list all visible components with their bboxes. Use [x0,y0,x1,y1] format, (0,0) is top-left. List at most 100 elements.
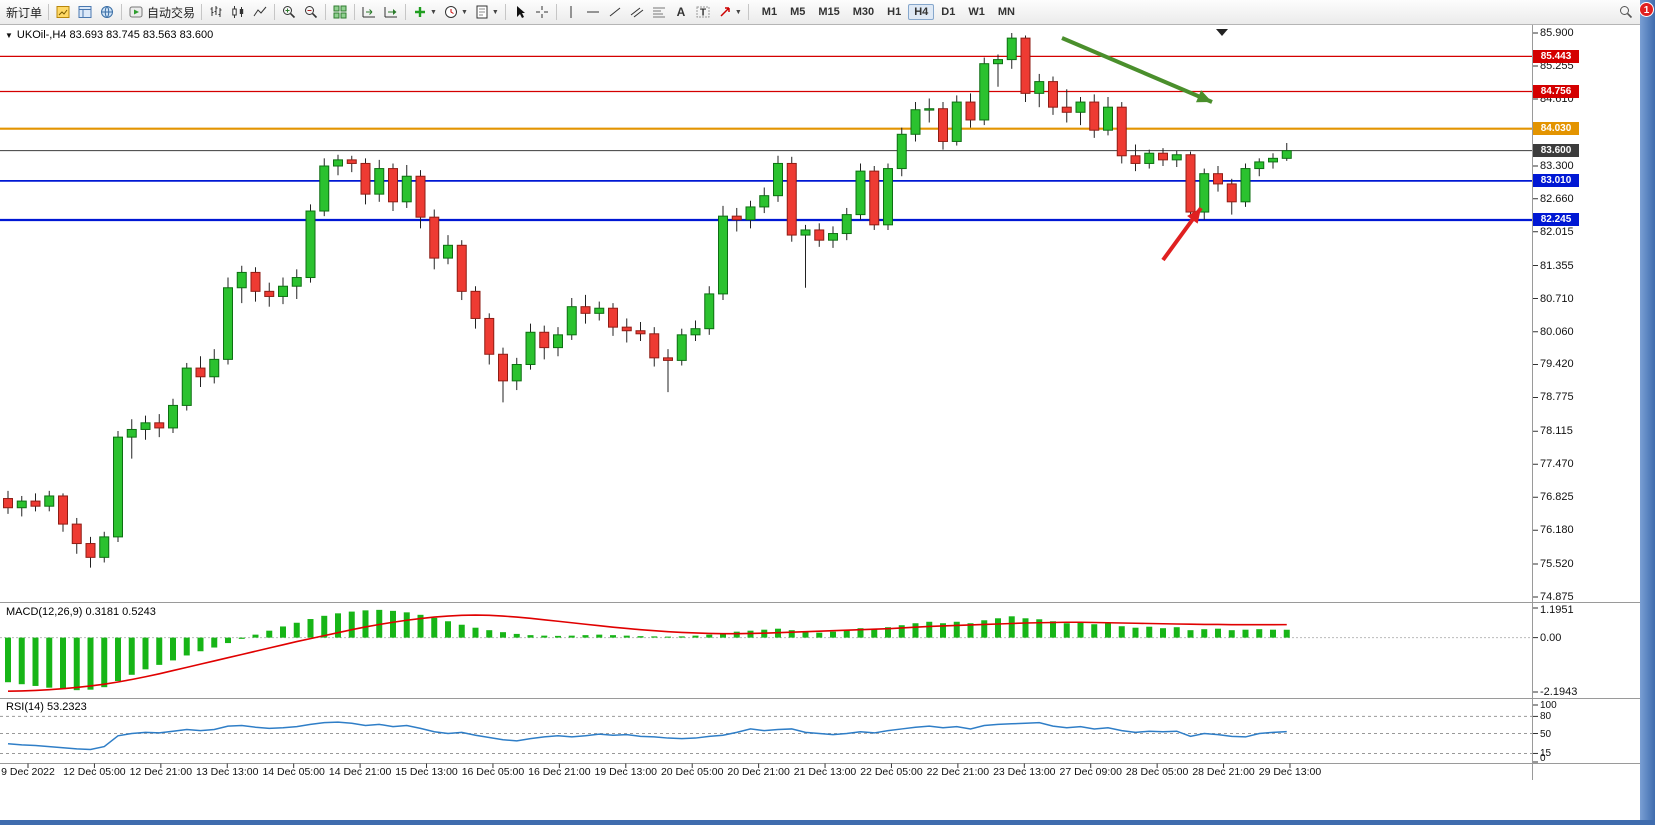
indicators-button[interactable]: ▼ [409,2,440,22]
cursor-button[interactable] [509,2,531,22]
tile-windows-button[interactable] [329,2,351,22]
vertical-line-icon [563,4,579,20]
search-icon [1618,4,1634,20]
candle [1268,157,1278,163]
text-label-button[interactable]: T [692,2,714,22]
candlestick-chart-button[interactable] [227,2,249,22]
chart-shift-icon [383,4,399,20]
candle [539,331,550,349]
candle [855,170,866,216]
toolbar-separator [504,4,506,20]
toolbar-separator [325,4,327,20]
svg-text:A: A [677,5,686,19]
candle [993,59,1003,65]
crosshair-button[interactable] [531,2,553,22]
data-window-button[interactable] [74,2,96,22]
channel-button[interactable] [626,2,648,22]
auto-trading-icon [128,4,144,20]
candle [553,334,563,349]
periods-button[interactable]: ▼ [440,2,471,22]
candle [333,159,343,167]
auto-trading-label: 自动交易 [147,5,196,20]
candle [278,285,288,297]
timeframe-button-m1[interactable]: M1 [761,6,778,18]
candle [1281,150,1292,159]
candle [1116,106,1127,157]
zoom-out-button[interactable] [300,2,322,22]
candle [676,334,687,361]
candle [1006,37,1017,61]
chevron-down-icon[interactable]: ▼ [430,8,437,16]
templates-icon [474,4,490,20]
vertical-line-button[interactable] [560,2,582,22]
fibonacci-button[interactable] [648,2,670,22]
trendline-button[interactable] [604,2,626,22]
candle [429,216,440,259]
candlestick-series [3,33,1292,568]
candle [71,523,82,545]
charts-button[interactable] [52,2,74,22]
candle [1103,106,1113,131]
candle [250,271,261,292]
text-button[interactable]: A [670,2,692,22]
cursor-icon [512,4,528,20]
timeframe-button-mn[interactable]: MN [997,6,1015,18]
bounce-arrow[interactable] [1161,206,1203,262]
navigator-icon [99,4,115,20]
candle [1254,161,1265,170]
chart-title: ▼ UKOil-,H4 83.693 83.745 83.563 83.600 [5,29,213,41]
zoom-in-button[interactable] [278,2,300,22]
auto-scroll-button[interactable] [358,2,380,22]
candle [773,162,783,197]
candle [511,363,522,382]
new-order-button[interactable]: 新订单 [3,2,45,22]
chart-shift-button[interactable] [380,2,402,22]
chart-shift-marker[interactable] [1216,29,1228,36]
candle [1020,37,1031,94]
timeframe-button-m15[interactable]: M15 [818,6,840,18]
timeframe-button-m30[interactable]: M30 [852,6,875,18]
templates-button[interactable]: ▼ [471,2,502,22]
timeframe-button-w1[interactable]: W1 [968,6,985,18]
timeframe-button-h1[interactable]: H1 [887,6,902,18]
candle [663,357,673,361]
notification-badge[interactable]: 1 [1639,2,1654,17]
candle [16,500,27,509]
horizontal-line-icon [585,4,601,20]
candle [291,277,302,287]
one-click-trading-toggle[interactable]: ▼ [5,30,13,40]
macd-indicator-label: MACD(12,26,9) 0.3181 0.5243 [6,606,156,618]
charts-grid-icon [55,4,71,20]
candle [209,358,220,378]
auto-trading-button[interactable]: 自动交易 [125,2,198,22]
candle [704,293,715,330]
window-right-border[interactable] [1640,0,1655,825]
candle [910,109,921,135]
macd-histogram [5,609,1290,691]
horizontal-line-button[interactable] [582,2,604,22]
candle [264,290,275,297]
bar-chart-button[interactable] [205,2,227,22]
downtrend-arrow[interactable] [1061,36,1213,104]
toolbar-separator [201,4,203,20]
candle [470,290,481,319]
line-chart-button[interactable] [249,2,271,22]
chevron-down-icon[interactable]: ▼ [491,8,499,16]
chevron-down-icon[interactable]: ▼ [734,8,742,16]
candle [841,214,852,235]
candle [965,101,976,121]
timeframe-button-d1[interactable]: D1 [941,6,956,18]
periods-icon [443,4,459,20]
data-window-icon [77,4,93,20]
candle [608,307,618,328]
arrows-button[interactable]: ▼ [714,2,745,22]
toolbar-separator [747,4,749,20]
navigator-button[interactable] [96,2,118,22]
search-button[interactable] [1615,2,1637,22]
symbol-ohlc-text: UKOil-,H4 83.693 83.745 83.563 83.600 [16,29,214,41]
timeframe-button-m5[interactable]: M5 [790,6,806,18]
timeframe-button-h4[interactable]: H4 [908,4,935,20]
candle [1240,168,1251,203]
chevron-down-icon[interactable]: ▼ [460,8,468,16]
